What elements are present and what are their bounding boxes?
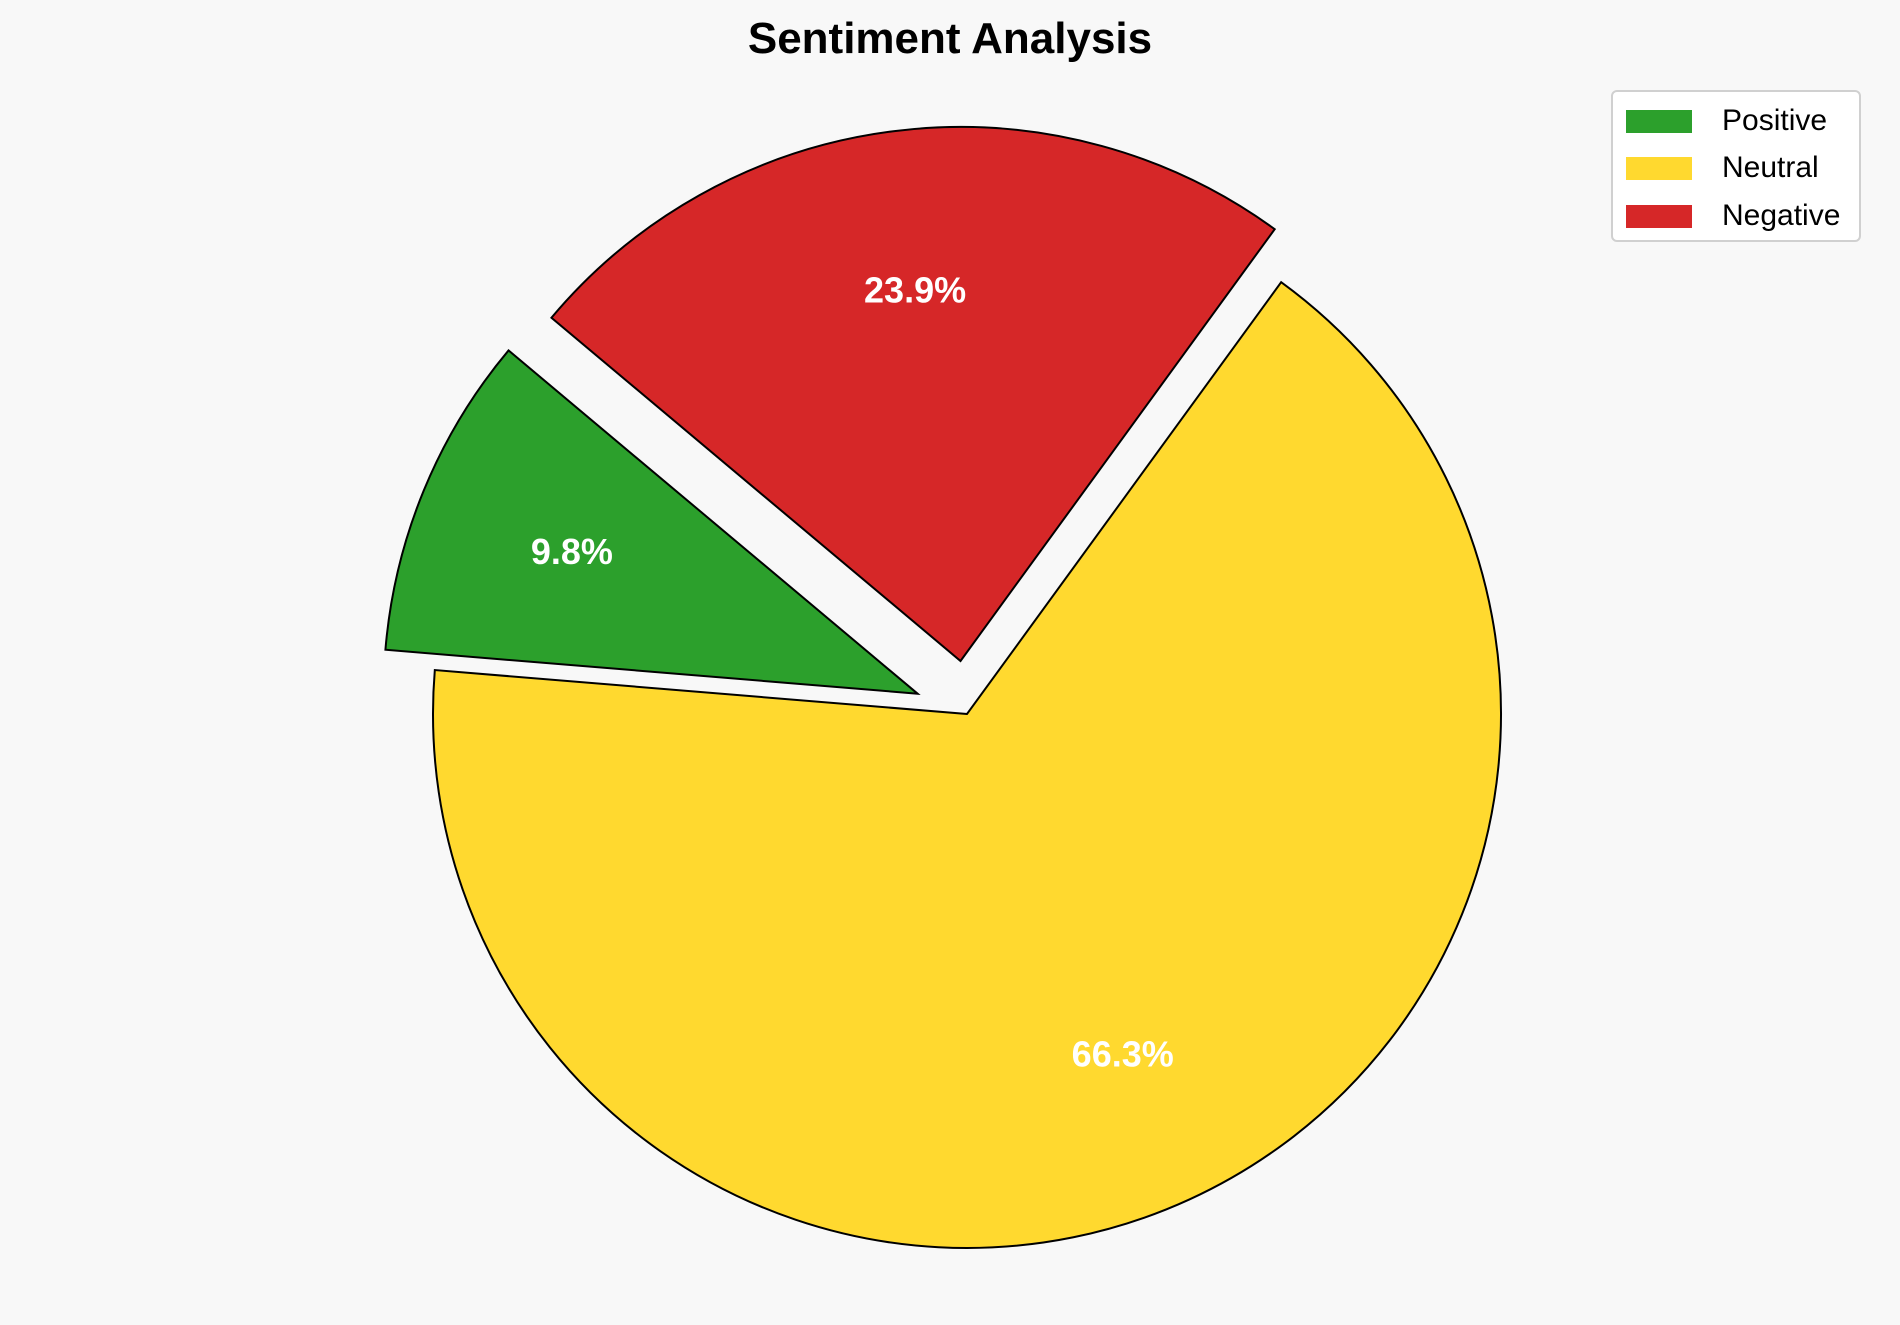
- legend-label-positive: Positive: [1722, 104, 1828, 137]
- pct-label-negative: 23.9%: [864, 269, 966, 310]
- legend-label-neutral: Neutral: [1722, 151, 1819, 184]
- legend-item-neutral: Neutral: [1626, 151, 1819, 184]
- pie-slice-positive: [384, 349, 921, 695]
- legend-item-negative: Negative: [1626, 199, 1841, 232]
- pie-slice-negative: [550, 126, 1277, 663]
- pct-label-positive: 9.8%: [531, 531, 613, 572]
- legend-swatch-neutral: [1626, 156, 1692, 180]
- pie-slice-neutral: [432, 280, 1502, 1249]
- legend-swatch-positive: [1626, 109, 1692, 133]
- legend-swatch-negative: [1626, 204, 1692, 228]
- chart-title: Sentiment Analysis: [747, 14, 1153, 63]
- legend-item-positive: Positive: [1626, 104, 1828, 137]
- legend: Positive Neutral Negative: [1611, 90, 1861, 242]
- pct-label-neutral: 66.3%: [1072, 1033, 1174, 1074]
- legend-label-negative: Negative: [1722, 199, 1841, 232]
